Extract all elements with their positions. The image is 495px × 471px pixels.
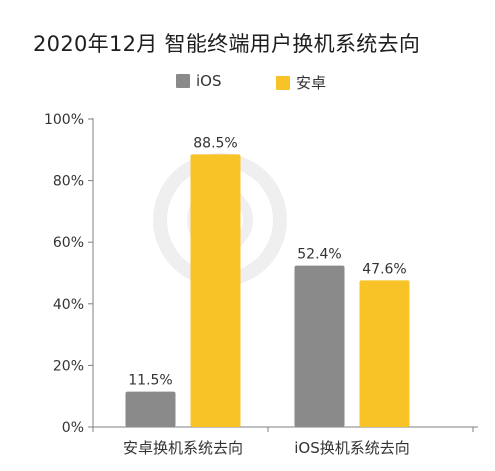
bar-android (359, 280, 410, 427)
legend-item-ios: iOS (176, 72, 222, 90)
y-tick-label: 20% (53, 358, 84, 374)
bar-ios (125, 391, 176, 427)
y-tick-label: 60% (53, 235, 84, 251)
legend-swatch-android (276, 75, 290, 90)
x-category-label: iOS换机系统去向 (294, 439, 410, 457)
y-tick-label: 100% (44, 112, 84, 128)
legend-item-android: 安卓 (276, 72, 326, 93)
data-label-ios: 11.5% (128, 373, 172, 389)
legend-label-android: 安卓 (296, 74, 327, 92)
y-tick-label: 80% (53, 174, 84, 190)
chart-title: 2020年12月 智能终端用户换机系统去向 (33, 32, 421, 56)
bar-android (190, 154, 241, 428)
legend-swatch-ios (176, 74, 190, 88)
y-tick-label: 40% (53, 297, 84, 313)
data-label-android: 88.5% (193, 135, 237, 151)
legend: iOS 安卓 (0, 72, 495, 94)
y-tick-label: 0% (62, 420, 84, 436)
legend-label-ios: iOS (196, 72, 222, 90)
data-label-ios: 52.4% (297, 247, 341, 263)
x-category-label: 安卓换机系统去向 (123, 439, 243, 457)
bar-ios (294, 265, 345, 427)
data-label-android: 47.6% (362, 261, 406, 277)
